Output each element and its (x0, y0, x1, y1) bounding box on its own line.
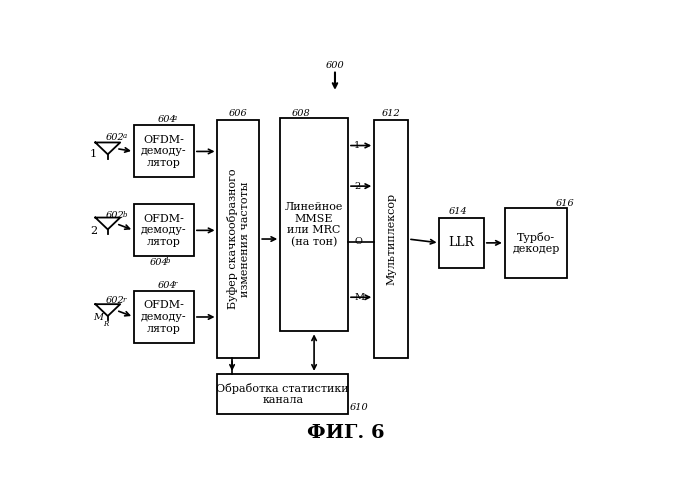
Text: 606: 606 (229, 108, 248, 118)
Text: 604: 604 (158, 115, 176, 124)
Text: b: b (123, 211, 127, 219)
Text: Обработка статистики
канала: Обработка статистики канала (216, 382, 349, 406)
Text: 600: 600 (326, 62, 344, 70)
Text: OFDM-
демоду-
лятор: OFDM- демоду- лятор (141, 300, 187, 334)
Text: Мультиплексор: Мультиплексор (386, 193, 396, 285)
Text: 608: 608 (292, 108, 311, 118)
Text: 604: 604 (150, 258, 168, 266)
Text: Линейное
MMSE
или MRC
(на тон): Линейное MMSE или MRC (на тон) (285, 202, 343, 247)
Text: R: R (104, 320, 109, 328)
Bar (218, 120, 259, 358)
Bar (439, 218, 484, 268)
Bar (374, 120, 408, 358)
Text: 1: 1 (355, 141, 361, 150)
Text: 1: 1 (90, 150, 97, 160)
Text: r: r (123, 296, 126, 304)
Text: Турбо-
декодер: Турбо- декодер (512, 232, 560, 254)
Bar (134, 204, 194, 256)
Text: 614: 614 (448, 207, 467, 216)
Text: Буфер скачкообразного
изменения частоты: Буфер скачкообразного изменения частоты (227, 169, 249, 310)
Text: 602: 602 (106, 212, 125, 220)
Bar (134, 126, 194, 178)
Text: OFDM-
демоду-
лятор: OFDM- демоду- лятор (141, 135, 187, 168)
Text: ФИГ. 6: ФИГ. 6 (307, 424, 384, 442)
Text: a: a (123, 132, 127, 140)
Text: a: a (173, 114, 177, 122)
Text: LLR: LLR (449, 236, 474, 250)
Text: 2: 2 (355, 182, 361, 190)
Text: 602: 602 (106, 296, 125, 305)
Text: r: r (173, 280, 177, 288)
Text: 612: 612 (382, 108, 401, 118)
Text: 602: 602 (106, 132, 125, 141)
Text: 2: 2 (90, 226, 97, 236)
Text: O: O (355, 237, 362, 246)
Text: 616: 616 (555, 198, 574, 207)
Text: 604: 604 (158, 280, 176, 289)
Text: OFDM-
демоду-
лятор: OFDM- демоду- лятор (141, 214, 187, 247)
Text: b: b (165, 257, 170, 265)
Bar (280, 118, 348, 332)
Text: M: M (94, 314, 104, 322)
Bar (218, 374, 348, 414)
Text: M: M (355, 292, 365, 302)
Bar (505, 208, 568, 278)
Text: 610: 610 (350, 403, 369, 412)
Bar (134, 291, 194, 343)
